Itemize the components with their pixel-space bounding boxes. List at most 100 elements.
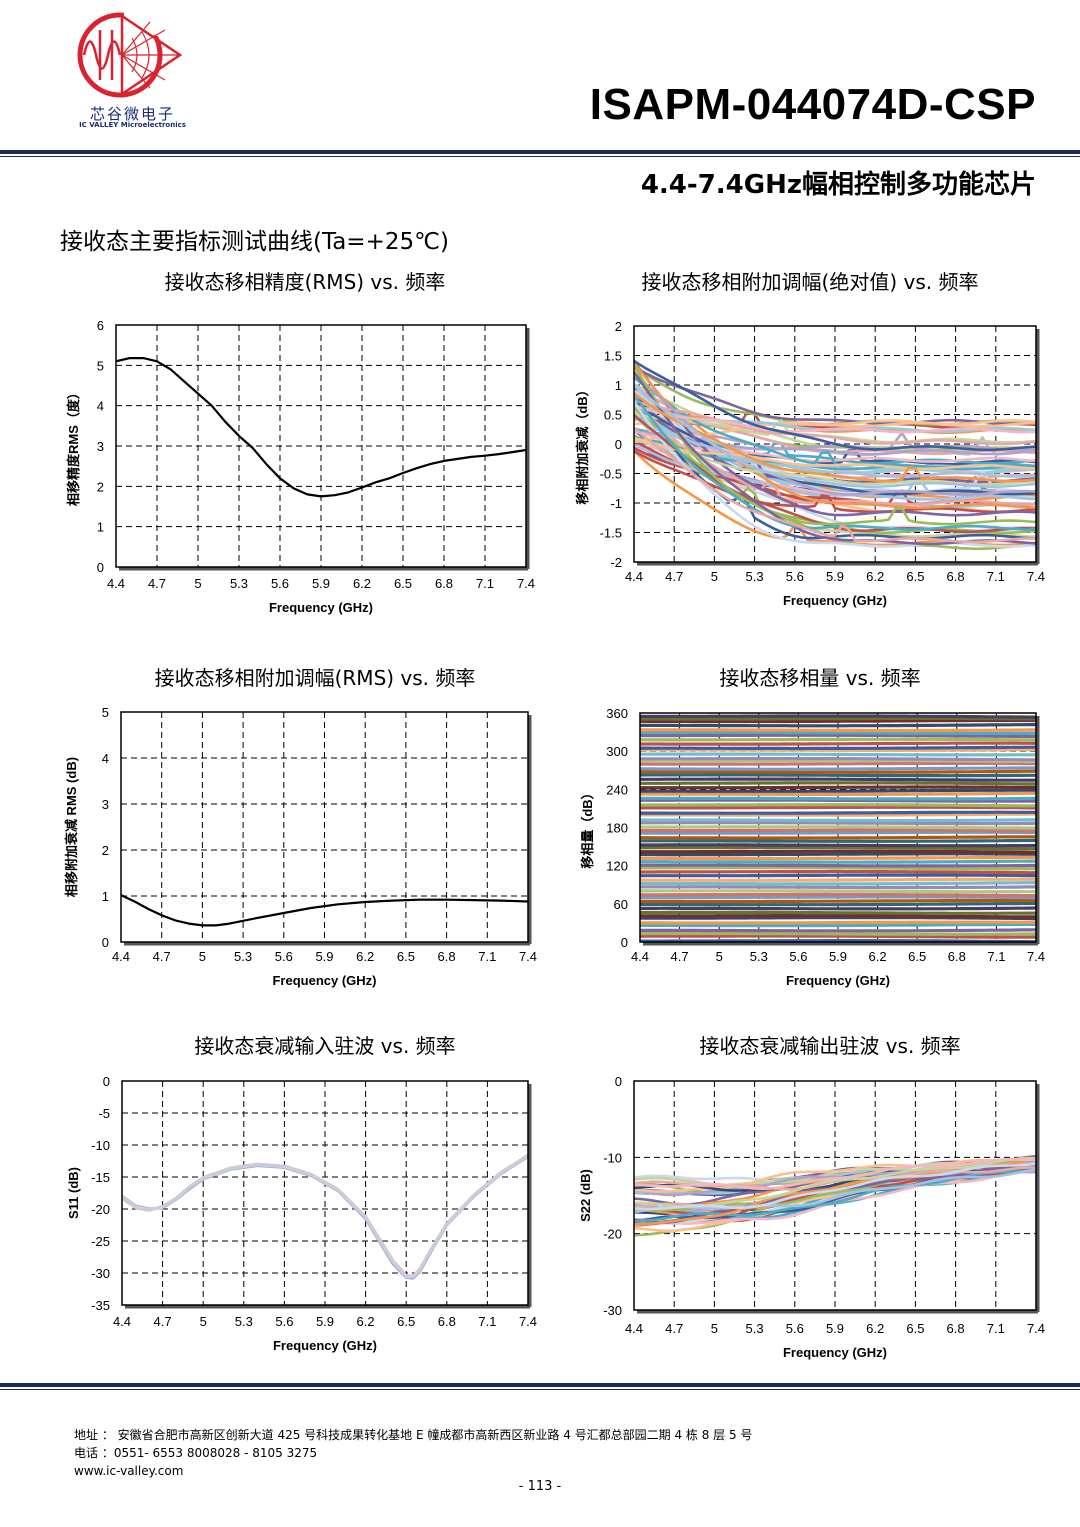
x-tick-label: 4.4	[107, 576, 125, 591]
x-tick-label: 5.3	[235, 1314, 253, 1329]
y-tick-label: 1	[97, 520, 104, 535]
x-tick-label: 5	[711, 1321, 718, 1336]
part-number: ISAPM-044074D-CSP	[589, 80, 1036, 129]
footer-website[interactable]: www.ic-valley.com	[74, 1464, 184, 1478]
y-tick-label: 1	[615, 378, 622, 393]
series-line-62	[640, 716, 1036, 721]
series-line-39	[640, 798, 1036, 803]
x-tick-label: 6.5	[397, 1314, 415, 1329]
series-line-62	[634, 383, 1036, 488]
y-axis-label: S22 (dB)	[578, 1169, 593, 1222]
x-tick-label: 5.9	[826, 569, 844, 584]
series-line-60	[634, 393, 1036, 531]
series-line-63	[634, 427, 1036, 544]
footer-address: 地址 ： 安徽省合肥市高新区创新大道 425 号科技成果转化基地 E 幢成都市高…	[74, 1428, 753, 1442]
series-line-21	[640, 863, 1036, 868]
series-line-35	[640, 812, 1036, 817]
series-line-28	[640, 838, 1036, 843]
footer-rule	[0, 1383, 1080, 1387]
x-tick-label: 6.2	[866, 569, 884, 584]
x-axis-label: Frequency (GHz)	[786, 973, 890, 988]
x-tick-label: 4.4	[625, 1321, 643, 1336]
series-line-48	[640, 766, 1036, 771]
x-tick-label: 5.6	[786, 569, 804, 584]
series-line-27	[634, 1158, 1036, 1193]
x-tick-label: 5.3	[230, 576, 248, 591]
x-tick-label: 4.4	[631, 949, 649, 964]
chart-title-phase-accuracy: 接收态移相精度(RMS) vs. 频率	[164, 270, 446, 294]
series-line-3	[640, 928, 1036, 933]
series-line-4	[640, 922, 1036, 928]
series-line-63	[640, 714, 1036, 719]
y-tick-label: 0	[103, 1074, 110, 1089]
y-tick-label: -1.5	[600, 526, 622, 541]
x-tick-label: 6.5	[906, 569, 924, 584]
y-tick-label: 1	[102, 889, 109, 904]
x-tick-label: 5.3	[750, 949, 768, 964]
series-line-33	[640, 821, 1036, 826]
x-tick-label: 5	[199, 949, 206, 964]
series-line-31	[640, 828, 1036, 833]
series-line-18	[640, 873, 1036, 878]
x-axis-label: Frequency (GHz)	[783, 593, 887, 608]
y-tick-label: 0.5	[604, 408, 622, 423]
series-line-42	[634, 398, 1036, 496]
x-tick-label: 5.6	[786, 1321, 804, 1336]
y-axis-label: 相移精度RMS（度）	[66, 386, 81, 506]
y-tick-label: -30	[603, 1303, 622, 1318]
x-tick-label: 6.5	[397, 949, 415, 964]
series-line-17	[640, 877, 1036, 882]
series-line-41	[640, 791, 1036, 796]
company-logo	[77, 8, 184, 98]
plot-frame	[115, 324, 527, 568]
series-line-2	[122, 1154, 528, 1279]
series-line-53	[634, 436, 1036, 471]
series-line-5	[640, 920, 1036, 925]
series-line-45	[640, 777, 1036, 782]
series-line-16	[640, 881, 1036, 886]
series-line-19	[640, 869, 1036, 875]
series-line-36	[640, 810, 1036, 815]
y-tick-label: 0	[621, 935, 628, 950]
series-line-60	[640, 723, 1036, 728]
y-tick-label: 3	[97, 439, 104, 454]
x-tick-label: 6.8	[948, 949, 966, 964]
series-line-53	[640, 747, 1036, 752]
y-tick-label: -2	[610, 555, 622, 570]
chart-title-s22: 接收态衰减输出驻波 vs. 频率	[699, 1034, 961, 1058]
x-tick-label: 6.2	[869, 949, 887, 964]
series-line-29	[640, 835, 1036, 840]
y-tick-label: 120	[606, 859, 628, 874]
series-line-40	[634, 429, 1036, 463]
series-line-13	[640, 892, 1036, 898]
x-axis-label: Frequency (GHz)	[783, 1345, 887, 1360]
series-line-35	[634, 1168, 1036, 1214]
x-tick-label: 5	[716, 949, 723, 964]
header-rule-thin	[0, 156, 1080, 157]
x-tick-label: 5.3	[746, 1321, 764, 1336]
x-tick-label: 5.9	[826, 1321, 844, 1336]
y-tick-label: 2	[615, 319, 622, 334]
series-line-26	[640, 845, 1036, 851]
x-tick-label: 7.4	[519, 949, 537, 964]
x-tick-label: 5.9	[315, 949, 333, 964]
series-line-40	[640, 796, 1036, 801]
y-tick-label: -0.5	[600, 467, 622, 482]
x-tick-label: 4.4	[625, 569, 643, 584]
y-tick-label: -35	[91, 1298, 110, 1313]
plot-frame	[633, 1080, 1037, 1311]
series-line-37	[640, 805, 1036, 810]
series-line-61	[640, 718, 1036, 724]
x-tick-label: 5	[200, 1314, 207, 1329]
y-tick-label: -20	[91, 1202, 110, 1217]
y-tick-label: 0	[615, 1074, 622, 1089]
x-tick-label: 6.5	[394, 576, 412, 591]
company-name-en: IC VALLEY Microelectronics	[79, 121, 186, 129]
x-tick-label: 5.3	[746, 569, 764, 584]
x-axis-label: Frequency (GHz)	[273, 1338, 377, 1353]
y-tick-label: 6	[97, 318, 104, 333]
y-tick-label: 5	[97, 358, 104, 373]
y-tick-label: 4	[102, 751, 109, 766]
